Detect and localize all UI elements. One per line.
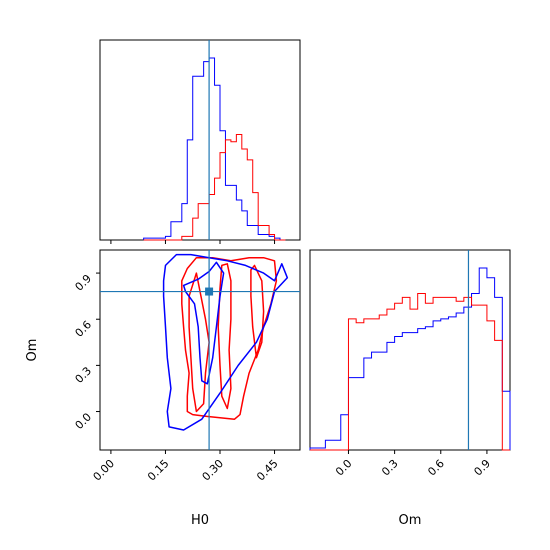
om-hist-series-b <box>310 292 510 451</box>
joint-x-tick-label-2: 0.30 <box>200 457 227 484</box>
contour-series-b-2 <box>250 264 265 359</box>
h0-marginal-panel <box>99 39 301 244</box>
om-marginal-frame <box>309 249 511 451</box>
h0-hist-series-b <box>143 133 286 241</box>
contour-series-b-3 <box>181 256 278 420</box>
contour-series-b-0 <box>188 272 210 413</box>
contour-series-b-1 <box>217 263 232 410</box>
om-x-tick-label-3: 0.9 <box>471 457 493 479</box>
om-x-tick-label-2: 0.6 <box>425 457 447 479</box>
h0-hist-series-a <box>143 57 286 241</box>
joint-x-tick-label-1: 0.15 <box>145 457 172 484</box>
joint-x-tick-label-3: 0.45 <box>254 457 281 484</box>
contour-series-a-0 <box>182 261 225 385</box>
joint-y-tick-label-1: 0.3 <box>73 364 95 386</box>
joint-y-tick-label-0: 0.0 <box>73 410 95 432</box>
joint-y-tick-label-3: 0.9 <box>73 272 95 294</box>
x-axis-label-h0: H0 <box>191 513 209 528</box>
om-marginal-panel: 0.0 0.3 0.6 0.9 <box>309 249 511 479</box>
om-x-tick-label-0: 0.0 <box>333 457 355 479</box>
joint-y-tick-label-2: 0.6 <box>73 318 95 340</box>
y-axis-label-om: Om <box>25 339 40 362</box>
joint-x-tick-label-0: 0.00 <box>91 457 118 484</box>
joint-contours <box>162 253 289 431</box>
om-hist-series-a <box>309 267 511 450</box>
truth-marker <box>205 287 214 296</box>
joint-contour-panel: 0.00 0.15 0.30 0.45 0.0 0.3 0.6 0.9 <box>73 249 301 484</box>
h0-marginal-frame <box>99 39 301 241</box>
joint-frame <box>99 249 301 451</box>
x-axis-label-om: Om <box>399 513 422 528</box>
contour-series-a-1 <box>162 253 289 431</box>
om-x-tick-label-1: 0.3 <box>379 457 401 479</box>
